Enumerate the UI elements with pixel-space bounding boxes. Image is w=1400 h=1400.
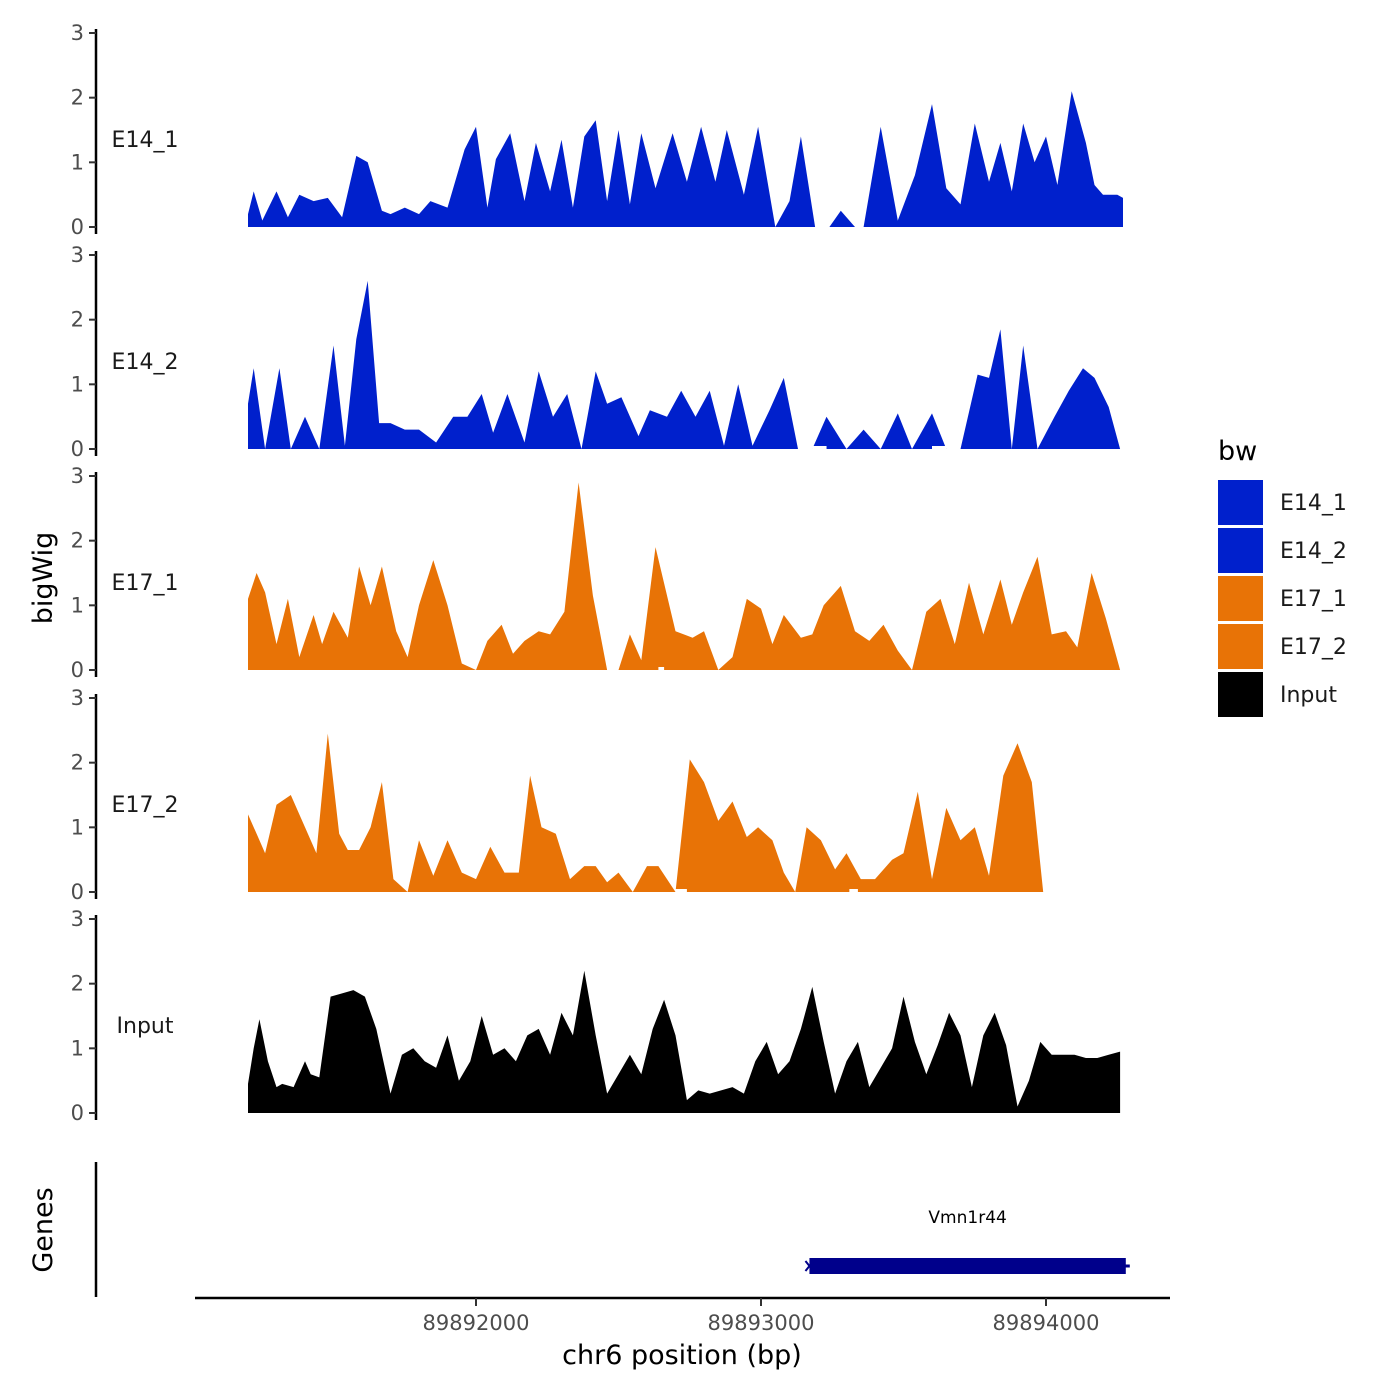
track-E14_2: 0 1 2 3 E14_2 xyxy=(71,243,1121,461)
legend-item: E17_1 xyxy=(1218,576,1347,621)
track-label: E17_2 xyxy=(112,793,179,818)
coverage-gap xyxy=(675,889,687,893)
y-tick-label: 0 xyxy=(71,215,84,239)
y-tick-label: 1 xyxy=(71,372,84,396)
legend-label: Input xyxy=(1280,683,1337,708)
x-axis-title: chr6 position (bp) xyxy=(562,1340,802,1371)
y-tick-label: 2 xyxy=(71,86,84,110)
y-tick-label: 0 xyxy=(71,437,84,461)
coverage-gap xyxy=(932,446,947,450)
x-tick-label: 89893000 xyxy=(708,1311,815,1335)
y-axis-title: bigWig xyxy=(28,532,59,625)
track-label: Input xyxy=(117,1014,174,1039)
coverage-gap xyxy=(658,667,665,671)
legend-swatch xyxy=(1218,672,1263,717)
legend-title: bw xyxy=(1218,436,1257,467)
y-tick-label: 1 xyxy=(71,593,84,617)
legend-item: E14_2 xyxy=(1218,528,1347,573)
signal-tracks: 0 1 2 3 E14_1 0 1 2 3 E14_2 0 1 2 3 E17_1 0 1 2 3 E17_2 0 1 2 3… xyxy=(71,21,1123,1125)
signal-area xyxy=(248,733,1103,892)
y-tick-label: 3 xyxy=(71,686,84,710)
signal-area xyxy=(248,91,1123,227)
track-label: E14_2 xyxy=(112,350,179,375)
legend: bw E14_1 E14_2 E17_1 E17_2 Input xyxy=(1218,436,1347,717)
y-tick-label: 3 xyxy=(71,464,84,488)
legend-label: E17_2 xyxy=(1280,635,1347,660)
y-tick-label: 1 xyxy=(71,1036,84,1060)
coverage-gap xyxy=(812,446,827,450)
x-tick-label: 89894000 xyxy=(993,1311,1100,1335)
x-axis: 89892000 89893000 89894000 chr6 position (… xyxy=(195,1296,1170,1371)
genes-axis-title: Genes xyxy=(28,1187,59,1272)
y-tick-label: 3 xyxy=(71,21,84,45)
x-tick-label: 89892000 xyxy=(423,1311,530,1335)
legend-swatch xyxy=(1218,528,1263,573)
y-tick-label: 3 xyxy=(71,907,84,931)
y-tick-label: 2 xyxy=(71,529,84,553)
coverage-gap xyxy=(849,889,858,893)
legend-item: E17_2 xyxy=(1218,624,1347,669)
legend-swatch xyxy=(1218,480,1263,525)
gene-strand-mark xyxy=(804,1260,815,1272)
track-Input: 0 1 2 3 Input xyxy=(71,907,1121,1125)
y-tick-label: 0 xyxy=(71,658,84,682)
track-E17_1: 0 1 2 3 E17_1 xyxy=(71,464,1121,682)
signal-area xyxy=(248,280,1121,449)
y-tick-label: 1 xyxy=(71,150,84,174)
track-E17_2: 0 1 2 3 E17_2 xyxy=(71,686,1103,904)
signal-area xyxy=(248,970,1121,1113)
track-label: E17_1 xyxy=(112,571,179,596)
legend-item: E14_1 xyxy=(1218,480,1347,525)
gene-body xyxy=(809,1258,1126,1274)
signal-area xyxy=(248,482,1121,670)
y-tick-label: 0 xyxy=(71,1101,84,1125)
y-tick-label: 2 xyxy=(71,308,84,332)
legend-label: E14_2 xyxy=(1280,539,1347,564)
y-tick-label: 2 xyxy=(71,751,84,775)
gene-label: Vmn1r44 xyxy=(928,1208,1006,1228)
y-tick-label: 2 xyxy=(71,972,84,996)
track-label: E14_1 xyxy=(112,128,179,153)
legend-label: E14_1 xyxy=(1280,491,1347,516)
legend-swatch xyxy=(1218,624,1263,669)
y-tick-label: 1 xyxy=(71,815,84,839)
genes-panel: Genes Vmn1r44 xyxy=(28,1162,1130,1297)
y-tick-label: 0 xyxy=(71,880,84,904)
legend-item: Input xyxy=(1218,672,1337,717)
y-tick-label: 3 xyxy=(71,243,84,267)
legend-swatch xyxy=(1218,576,1263,621)
track-E14_1: 0 1 2 3 E14_1 xyxy=(71,21,1123,239)
legend-label: E17_1 xyxy=(1280,587,1347,612)
